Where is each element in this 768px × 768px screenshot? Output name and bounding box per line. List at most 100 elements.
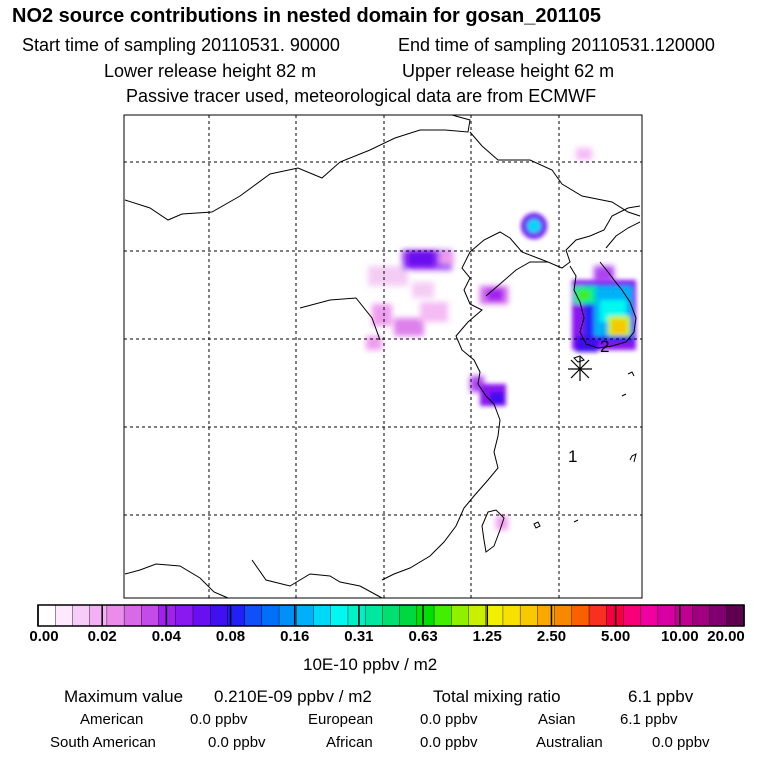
island-ryukyu (573, 371, 637, 523)
plume-patch (440, 252, 454, 264)
coastline-japan (605, 221, 641, 249)
plume-patch (578, 290, 590, 300)
region-value: 0.0 ppbv (420, 711, 478, 728)
end-time: End time of sampling 20110531.120000 (398, 35, 715, 55)
total-mixing-value: 6.1 ppbv (628, 687, 694, 706)
colorbar-tick-label: 20.00 (707, 628, 745, 645)
plume-patch (372, 304, 392, 326)
colorbar-cell (192, 604, 211, 627)
colorbar-cell (123, 604, 142, 627)
colorbar-tick-label: 0.08 (215, 628, 246, 645)
colorbar-cell (330, 604, 349, 627)
coastline-korea-border (381, 231, 549, 581)
plume-patch (490, 392, 504, 404)
colorbar-cell (399, 604, 418, 627)
colorbar-tick-label: 1.25 (472, 628, 502, 645)
island-hainan (533, 521, 541, 529)
max-value: 0.210E-09 ppbv / m2 (214, 687, 372, 706)
colorbar-cell (502, 604, 521, 627)
border-line (251, 559, 383, 599)
colorbar-cell (451, 604, 469, 627)
colorbar-cell (261, 604, 280, 627)
region-value: 0.0 ppbv (190, 711, 248, 728)
colorbar-cell (657, 604, 676, 627)
start-time: Start time of sampling 20110531. 90000 (22, 35, 340, 55)
colorbar-cell (537, 604, 556, 627)
plume-patch (594, 266, 614, 282)
region-value: 6.1 ppbv (620, 711, 678, 728)
max-value-label: Maximum value (64, 687, 184, 706)
plot-frame (123, 114, 643, 599)
colorbar-cell (692, 604, 711, 627)
colorbar-frame (37, 604, 745, 627)
colorbar-cell (640, 604, 659, 627)
region-name: African (326, 734, 373, 751)
plume-patch (408, 252, 434, 266)
colorbar-cell (296, 604, 315, 627)
colorbar-tick-label: 10.00 (661, 628, 699, 645)
colorbar-tick-label: 0.63 (408, 628, 438, 645)
colorbar-tick-label: 2.50 (536, 628, 567, 645)
plume-patch (412, 282, 434, 298)
colorbar-cell (37, 604, 56, 627)
coastlines (124, 114, 641, 599)
plume-patch (576, 148, 592, 160)
colorbar-cell (278, 604, 297, 627)
colorbar-cell (175, 604, 194, 627)
colorbar-cell (89, 604, 108, 627)
colorbar-cell (623, 604, 642, 627)
colorbar-cell (588, 604, 607, 627)
upper-release-height: Upper release height 62 m (402, 61, 615, 81)
colorbar-units: 10E-10 ppbv / m2 (303, 655, 438, 674)
region-name: Asian (538, 711, 576, 728)
tracer-note: Passive tracer used, meteorological data… (126, 86, 597, 106)
plume-patch (488, 290, 502, 300)
plume-patch (527, 219, 541, 233)
border-line (124, 563, 229, 599)
colorbar-cell (158, 604, 177, 627)
colorbar-cell (244, 604, 263, 627)
colorbar-cell (313, 604, 332, 627)
graticule (124, 115, 642, 598)
colorbar-cell (416, 604, 435, 627)
colorbar-cell (726, 604, 745, 627)
region-name: American (80, 711, 144, 728)
colorbar-cell (674, 604, 693, 627)
colorbar-cell (209, 604, 228, 627)
region-value: 0.0 ppbv (208, 734, 266, 751)
plume-patch (394, 318, 424, 336)
colorbar-cell (347, 604, 366, 627)
map-plot: 1 2 (123, 114, 643, 599)
coastline-china (124, 114, 471, 221)
colorbar-cell (72, 604, 91, 627)
island-jeju (573, 355, 585, 363)
colorbar-cell (364, 604, 383, 627)
region-value: 0.0 ppbv (652, 734, 710, 751)
colorbar-cell (554, 604, 573, 627)
colorbar-tick-label: 0.00 (29, 628, 59, 645)
colorbar-tick-label: 0.04 (151, 628, 181, 645)
plume-patch (368, 266, 408, 286)
colorbar-tick-label: 0.31 (344, 628, 374, 645)
plume-patch (612, 320, 626, 334)
island-taiwan (481, 509, 505, 553)
chart-title: NO2 source contributions in nested domai… (12, 5, 602, 27)
colorbar-cell (106, 604, 125, 627)
colorbar-cells (37, 604, 745, 627)
plume-patch (420, 302, 448, 322)
total-mixing-label: Total mixing ratio (433, 687, 561, 706)
receptor-star-icon (568, 357, 592, 381)
marker-label-1: 1 (568, 447, 577, 466)
region-name: South American (50, 734, 156, 751)
colorbar-cell (571, 604, 590, 627)
colorbar-cell (519, 604, 538, 627)
colorbar-tick-label: 0.02 (87, 628, 117, 645)
border-line (299, 297, 381, 341)
colorbar-cell (709, 604, 728, 627)
colorbar-cell (433, 604, 452, 627)
colorbar (37, 604, 745, 627)
region-name: European (308, 711, 374, 728)
marker-label-2: 2 (600, 337, 609, 356)
colorbar-cell (485, 604, 504, 627)
lower-release-height: Lower release height 82 m (104, 61, 317, 81)
